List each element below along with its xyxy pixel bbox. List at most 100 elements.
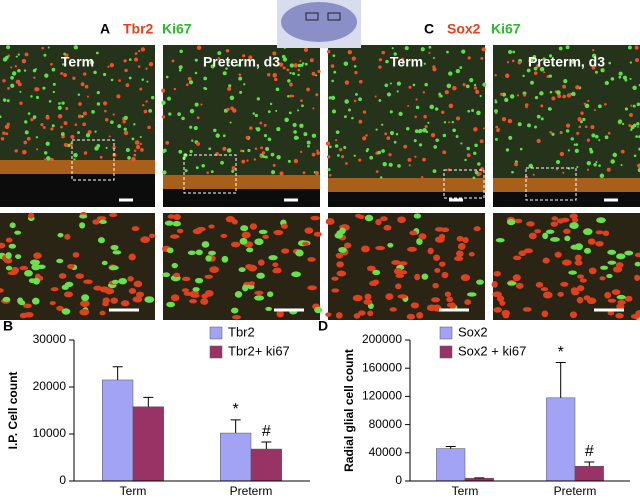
cell	[617, 300, 626, 305]
cell	[248, 281, 256, 286]
cell	[270, 152, 275, 157]
cell	[454, 256, 464, 262]
annotation: #	[585, 443, 594, 460]
cell	[24, 120, 28, 124]
cell	[603, 102, 607, 106]
cell	[442, 133, 447, 138]
cell	[393, 52, 397, 56]
zoom-box	[525, 167, 577, 201]
cell	[536, 63, 540, 68]
cell	[173, 214, 181, 221]
cell	[418, 143, 423, 147]
cell	[418, 233, 427, 240]
cell	[476, 279, 484, 285]
cell	[31, 297, 40, 305]
cell	[455, 68, 461, 74]
cell	[117, 124, 122, 129]
cell	[162, 272, 171, 278]
cell	[549, 237, 560, 242]
cell	[408, 85, 412, 89]
cell	[374, 95, 377, 98]
cell	[369, 155, 374, 160]
cell	[165, 75, 169, 79]
cell	[206, 171, 209, 174]
bar	[220, 432, 252, 482]
cell	[148, 62, 154, 67]
cell	[358, 158, 362, 162]
cell	[500, 92, 504, 96]
stain-label: Sox2	[447, 21, 481, 37]
cell	[633, 154, 637, 158]
cell	[598, 164, 601, 167]
cell	[232, 314, 241, 320]
cell	[108, 135, 111, 138]
cell	[577, 274, 585, 279]
cell	[313, 231, 322, 237]
cell	[17, 68, 21, 73]
cell	[344, 99, 349, 104]
cell	[469, 78, 474, 83]
cell	[494, 73, 497, 77]
cell	[433, 254, 441, 261]
cell	[303, 132, 308, 137]
cell	[303, 47, 308, 52]
cell	[517, 60, 522, 65]
cell	[377, 150, 382, 155]
cell	[432, 169, 437, 174]
cell	[522, 93, 527, 97]
cell	[612, 152, 618, 158]
cell	[378, 65, 382, 69]
cell	[72, 76, 76, 80]
cell	[618, 71, 623, 76]
cell	[336, 270, 347, 277]
cell	[300, 150, 303, 154]
cell	[252, 112, 256, 115]
cell	[434, 107, 439, 111]
cell	[336, 154, 340, 157]
cell	[398, 111, 403, 116]
cell	[109, 62, 115, 68]
cell	[110, 297, 119, 304]
cell	[239, 90, 243, 94]
cell	[586, 138, 590, 142]
cell	[44, 73, 49, 78]
cell	[5, 252, 12, 259]
cell	[551, 132, 555, 136]
cell	[508, 135, 513, 140]
cell	[557, 291, 564, 297]
y-tick-label: 120000	[362, 389, 402, 403]
cell	[188, 80, 194, 85]
bar	[102, 379, 134, 482]
cell	[584, 125, 588, 129]
cell	[493, 270, 501, 277]
cell	[326, 49, 331, 54]
cell	[629, 113, 633, 117]
cell	[230, 241, 241, 248]
cell	[593, 162, 597, 167]
cell	[104, 109, 107, 113]
cell	[492, 291, 502, 298]
cell	[365, 149, 369, 153]
cell	[110, 244, 119, 251]
cell	[242, 54, 246, 58]
image-label: Term	[61, 54, 94, 70]
cell	[61, 101, 65, 105]
cell	[634, 252, 640, 258]
cell	[383, 224, 392, 231]
cell	[60, 132, 65, 136]
cell	[422, 157, 426, 162]
bar	[132, 406, 164, 482]
legend-label: Tbr2	[228, 324, 255, 339]
cell	[171, 262, 178, 269]
cell	[80, 300, 90, 308]
cell	[96, 216, 107, 221]
cell	[630, 128, 633, 131]
cell	[248, 55, 253, 60]
cell	[93, 285, 102, 291]
cell	[14, 230, 22, 235]
cell	[395, 133, 399, 136]
cell	[134, 52, 138, 55]
cell	[413, 139, 417, 143]
cell	[22, 149, 27, 155]
cell	[5, 237, 13, 243]
